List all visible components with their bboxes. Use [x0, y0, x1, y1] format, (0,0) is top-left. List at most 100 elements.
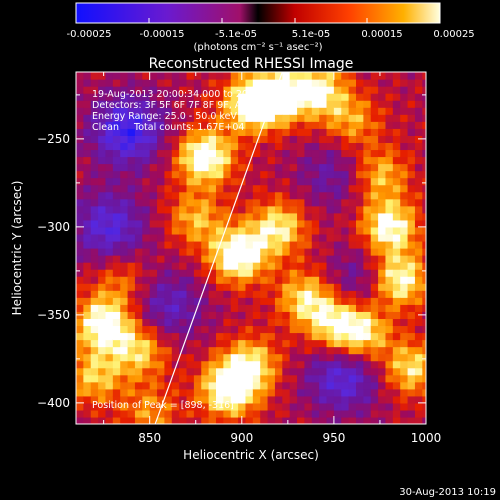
- heatmap-cell: [83, 107, 92, 115]
- heatmap-cell: [208, 177, 217, 186]
- heatmap-cell: [252, 191, 261, 200]
- heatmap-cell: [363, 149, 372, 158]
- heatmap-cell: [311, 395, 320, 404]
- heatmap-cell: [356, 332, 364, 341]
- heatmap-cell: [223, 212, 232, 221]
- heatmap-cell: [179, 318, 188, 327]
- heatmap-cell: [193, 367, 202, 376]
- heatmap-cell: [186, 149, 195, 158]
- heatmap-cell: [157, 114, 166, 122]
- heatmap-cell: [341, 367, 350, 376]
- heatmap-cell: [216, 388, 224, 397]
- heatmap-cell: [216, 283, 224, 291]
- heatmap-cell: [252, 114, 261, 122]
- heatmap-cell: [171, 128, 180, 136]
- heatmap-cell: [83, 191, 92, 200]
- heatmap-cell: [414, 269, 423, 277]
- heatmap-cell: [260, 276, 269, 284]
- heatmap-cell: [297, 269, 306, 277]
- heatmap-cell: [157, 72, 166, 80]
- heatmap-cell: [179, 290, 188, 298]
- heatmap-cell: [230, 360, 239, 369]
- heatmap-cell: [297, 114, 306, 122]
- heatmap-cell: [164, 339, 173, 348]
- heatmap-cell: [216, 409, 224, 418]
- heatmap-cell: [112, 346, 121, 355]
- heatmap-cell: [348, 304, 357, 312]
- heatmap-cell: [193, 205, 202, 214]
- heatmap-cell: [76, 402, 84, 411]
- heatmap-cell: [356, 339, 364, 348]
- heatmap-cell: [289, 262, 298, 270]
- heatmap-cell: [260, 219, 269, 228]
- heatmap-cell: [112, 325, 121, 334]
- heatmap-cell: [304, 311, 313, 319]
- heatmap-cell: [245, 374, 254, 383]
- heatmap-cell: [282, 226, 291, 235]
- heatmap-cell: [319, 149, 328, 158]
- heatmap-cell: [201, 346, 210, 355]
- heatmap-cell: [400, 304, 409, 312]
- heatmap-cell: [378, 416, 387, 424]
- heatmap-cell: [407, 388, 416, 397]
- heatmap-cell: [326, 170, 335, 179]
- heatmap-cell: [422, 325, 426, 334]
- heatmap-cell: [407, 374, 416, 383]
- heatmap-cell: [333, 212, 342, 221]
- heatmap-cell: [112, 381, 121, 390]
- heatmap-cell: [201, 72, 210, 80]
- heatmap-cell: [297, 170, 306, 179]
- heatmap-cell: [112, 184, 121, 193]
- heatmap-cell: [252, 156, 261, 165]
- heatmap-cell: [363, 409, 372, 418]
- heatmap-cell: [223, 297, 232, 305]
- heatmap-cell: [164, 121, 173, 129]
- heatmap-cell: [311, 240, 320, 249]
- heatmap-cell: [311, 360, 320, 369]
- heatmap-cell: [90, 184, 99, 193]
- heatmap-cell: [422, 114, 426, 122]
- heatmap-cell: [223, 255, 232, 263]
- heatmap-cell: [90, 248, 99, 256]
- heatmap-cell: [149, 276, 158, 284]
- heatmap-cell: [134, 114, 143, 122]
- heatmap-cell: [164, 255, 173, 263]
- heatmap-cell: [112, 388, 121, 397]
- heatmap-cell: [208, 156, 217, 165]
- heatmap-cell: [304, 121, 313, 129]
- heatmap-cell: [98, 248, 107, 256]
- y-axis-label: Heliocentric Y (arcsec): [10, 181, 24, 316]
- heatmap-cell: [193, 395, 202, 404]
- heatmap-cell: [105, 318, 114, 327]
- heatmap-cell: [238, 290, 247, 298]
- heatmap-cell: [297, 191, 306, 200]
- heatmap-cell: [267, 121, 276, 129]
- heatmap-cell: [385, 269, 394, 277]
- heatmap-cell: [120, 156, 129, 165]
- heatmap-cell: [193, 402, 202, 411]
- heatmap-cell: [127, 170, 136, 179]
- heatmap-cell: [370, 367, 379, 376]
- heatmap-cell: [76, 255, 84, 263]
- heatmap-cell: [422, 142, 426, 151]
- heatmap-cell: [267, 346, 276, 355]
- heatmap-cell: [385, 142, 394, 151]
- heatmap-cell: [142, 283, 151, 291]
- heatmap-cell: [142, 332, 151, 341]
- heatmap-cell: [105, 86, 114, 94]
- heatmap-cell: [186, 79, 195, 87]
- heatmap-cell: [304, 409, 313, 418]
- heatmap-cell: [333, 269, 342, 277]
- heatmap-cell: [400, 395, 409, 404]
- heatmap-cell: [407, 395, 416, 404]
- heatmap-cell: [179, 255, 188, 263]
- heatmap-cell: [400, 100, 409, 108]
- heatmap-cell: [105, 402, 114, 411]
- heatmap-cell: [193, 107, 202, 115]
- heatmap-cell: [378, 311, 387, 319]
- heatmap-cell: [245, 332, 254, 341]
- heatmap-cell: [341, 93, 350, 101]
- heatmap-cell: [392, 367, 401, 376]
- heatmap-cell: [105, 149, 114, 158]
- heatmap-cell: [245, 170, 254, 179]
